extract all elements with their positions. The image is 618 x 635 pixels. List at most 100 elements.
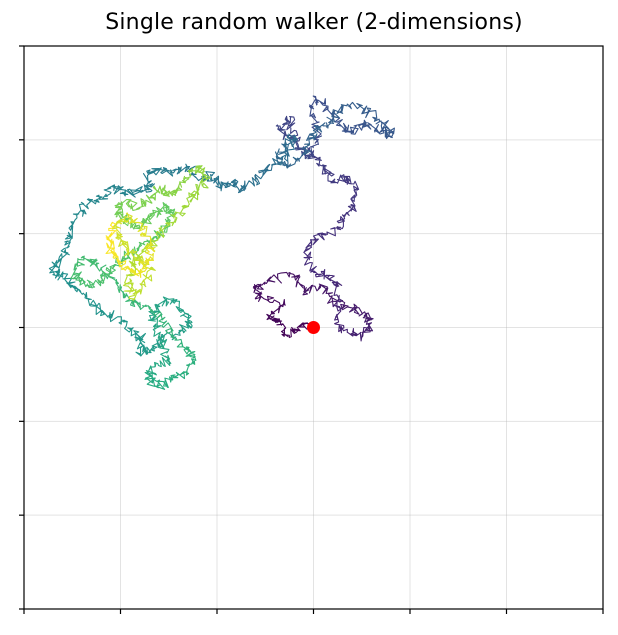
walk-segment bbox=[153, 356, 171, 368]
walk-segment bbox=[312, 122, 326, 133]
walk-segment bbox=[322, 115, 336, 129]
walk-segment bbox=[72, 257, 85, 276]
walk-segment bbox=[291, 274, 307, 293]
walk-segment bbox=[336, 214, 346, 231]
walk-segment bbox=[303, 237, 319, 253]
walk-segment bbox=[282, 134, 297, 163]
walk-segment bbox=[209, 174, 224, 190]
walk-layer bbox=[48, 95, 395, 390]
walk-segment bbox=[334, 318, 348, 334]
walk-segment bbox=[110, 247, 122, 265]
walk-segment bbox=[150, 333, 166, 352]
walk-segment bbox=[266, 313, 283, 326]
walk-segment bbox=[361, 322, 374, 338]
walk-segment bbox=[179, 200, 190, 217]
walk-segment bbox=[331, 103, 348, 119]
walk-segment bbox=[201, 171, 216, 182]
walk-segment bbox=[124, 285, 137, 301]
walk-segment bbox=[154, 296, 170, 311]
walk-segment bbox=[283, 133, 299, 148]
walk-segment bbox=[148, 185, 161, 201]
walk-segment bbox=[168, 370, 187, 383]
walk-segment bbox=[304, 129, 318, 146]
walk-segment bbox=[275, 115, 290, 131]
walk-segment bbox=[139, 345, 155, 357]
walk-segment bbox=[384, 127, 395, 139]
walk-segment bbox=[125, 199, 141, 212]
walk-segment bbox=[142, 173, 155, 188]
walk-segment bbox=[341, 203, 357, 217]
walk-segment bbox=[155, 221, 171, 238]
walk-segment bbox=[220, 178, 236, 192]
walk-segment bbox=[361, 107, 380, 122]
walk-segment bbox=[157, 334, 168, 349]
walk-segment bbox=[144, 246, 156, 264]
walk-segment bbox=[312, 268, 326, 280]
walk-segment bbox=[337, 122, 355, 134]
walk-segment bbox=[266, 271, 295, 284]
walk-segment bbox=[180, 310, 193, 327]
chart-title: Single random walker (2-dimensions) bbox=[105, 10, 523, 35]
walk-segment bbox=[128, 255, 139, 274]
walk-segment bbox=[305, 139, 319, 160]
walk-segment bbox=[57, 245, 70, 262]
walk-segment bbox=[314, 97, 329, 113]
walk-segment bbox=[129, 299, 150, 311]
walk-segment bbox=[298, 143, 311, 160]
walk-segment bbox=[195, 176, 209, 192]
walk-segment bbox=[165, 211, 181, 227]
walk-segment bbox=[141, 266, 156, 284]
walk-segment bbox=[146, 167, 162, 177]
walk-segment bbox=[86, 279, 103, 289]
walk-segment bbox=[119, 286, 136, 306]
walk-segment bbox=[258, 293, 286, 308]
walk-segment bbox=[132, 281, 147, 299]
marker-layer bbox=[307, 321, 320, 334]
walk-segment bbox=[103, 184, 116, 198]
walk-segment bbox=[129, 267, 144, 278]
axes-layer bbox=[19, 45, 604, 614]
walk-segment bbox=[62, 277, 77, 289]
walk-segment bbox=[124, 212, 141, 225]
walk-segment bbox=[277, 128, 295, 141]
walk-segment bbox=[147, 318, 162, 337]
walk-segment bbox=[140, 232, 156, 253]
walk-segment bbox=[302, 284, 322, 296]
walk-segment bbox=[88, 193, 109, 205]
walk-segment bbox=[252, 284, 263, 302]
walk-segment bbox=[144, 365, 157, 384]
walk-segment bbox=[330, 174, 351, 184]
walk-segment bbox=[87, 298, 104, 315]
walk-segment bbox=[115, 316, 134, 333]
walk-segment bbox=[321, 164, 337, 183]
walk-segment bbox=[186, 190, 200, 203]
walk-segment bbox=[135, 337, 146, 357]
walk-segment bbox=[275, 156, 289, 168]
walk-segment bbox=[285, 156, 300, 169]
walk-segment bbox=[68, 213, 80, 233]
walk-segment bbox=[158, 167, 175, 177]
walk-segment bbox=[375, 118, 392, 134]
walk-segment bbox=[48, 257, 63, 274]
walk-segment bbox=[97, 267, 113, 284]
walk-segment bbox=[123, 270, 135, 287]
walk-segment bbox=[331, 297, 349, 311]
walk-segment bbox=[168, 298, 184, 313]
walk-segment bbox=[285, 115, 296, 134]
walk-segment bbox=[94, 262, 111, 280]
walk-segment bbox=[111, 225, 123, 240]
walk-segment bbox=[118, 237, 130, 256]
walk-segment bbox=[144, 375, 161, 387]
walk-segment bbox=[265, 154, 287, 172]
walk-segment bbox=[177, 320, 193, 334]
walk-segment bbox=[350, 188, 359, 210]
walk-segment bbox=[362, 119, 380, 134]
walk-segment bbox=[375, 124, 392, 140]
walk-segment bbox=[332, 298, 343, 321]
walk-segment bbox=[124, 249, 144, 265]
walk-segment bbox=[182, 358, 197, 376]
walk-segment bbox=[186, 165, 204, 182]
walk-segment bbox=[108, 275, 122, 294]
walk-segment bbox=[105, 221, 118, 242]
